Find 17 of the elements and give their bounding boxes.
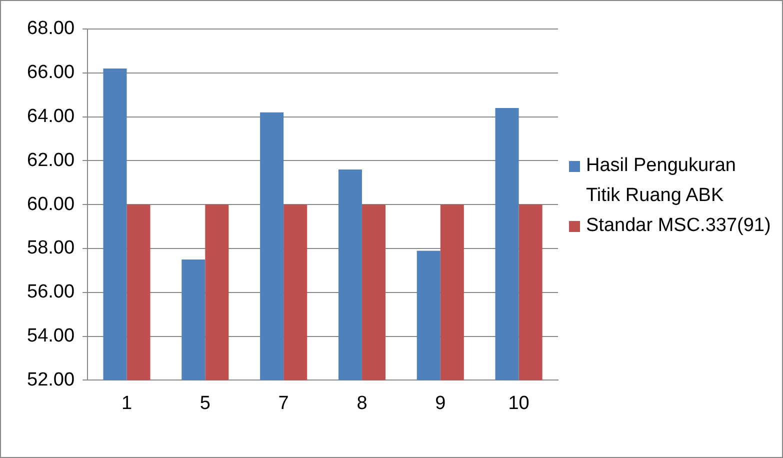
y-tick-label: 56.00: [27, 282, 75, 303]
y-tick-label: 68.00: [27, 18, 75, 40]
y-tick-label: 62.00: [27, 150, 75, 171]
y-tick-label: 66.00: [27, 62, 75, 84]
y-tick-label: 54.00: [27, 326, 75, 347]
x-tick-label: 8: [356, 392, 368, 414]
y-tick-label: 52.00: [27, 369, 75, 390]
y-tick-label: 64.00: [27, 106, 75, 128]
legend-label: Standar MSC.337(91): [586, 214, 771, 238]
x-tick-label: 9: [435, 392, 446, 414]
legend-label: Hasil Pengukuran Titik Ruang ABK: [586, 154, 737, 208]
y-tick-label: 60.00: [27, 194, 75, 215]
x-tick-label: 7: [278, 392, 289, 414]
x-tick-label: 1: [121, 392, 132, 414]
y-tick-label: 58.00: [27, 238, 75, 259]
x-tick-label: 5: [200, 392, 210, 414]
x-tick-label: 10: [508, 392, 530, 414]
